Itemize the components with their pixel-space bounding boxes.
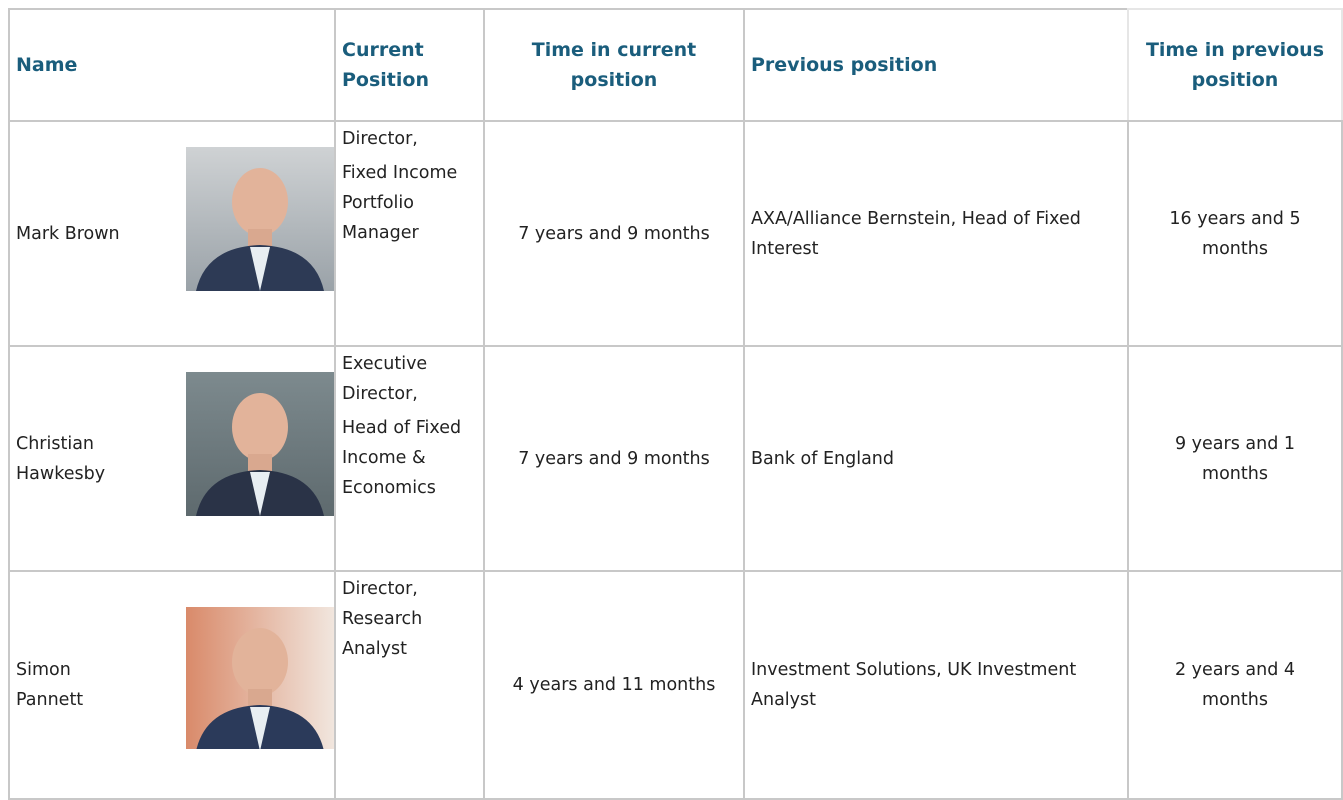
header-cell: Time in current position (483, 8, 745, 122)
header-text: Name (16, 50, 77, 80)
photo (186, 607, 334, 749)
header-text: Time in current position (491, 35, 737, 95)
header-text: Time in previous position (1135, 35, 1335, 95)
name-text: Simon Pannett (16, 655, 136, 715)
time-previous-text: 9 years and 1 months (1160, 429, 1310, 489)
time-current-cell: 4 years and 11 months (483, 570, 745, 800)
name-text: Mark Brown (16, 219, 136, 249)
time-current-text: 4 years and 11 months (513, 670, 716, 700)
portrait (186, 147, 334, 291)
position-text: Executive Director, (342, 349, 477, 409)
time-previous-text: 2 years and 4 months (1160, 655, 1310, 715)
time-previous-cell: 2 years and 4 months (1127, 570, 1343, 800)
position-text: Head of Fixed Income & Economics (342, 413, 477, 503)
header-cell: Name (8, 8, 336, 122)
position-text: Fixed Income Portfolio Manager (342, 158, 477, 248)
time-current-cell: 7 years and 9 months (483, 345, 745, 572)
name-cell: Christian Hawkesby (8, 345, 336, 572)
portrait (186, 607, 334, 749)
previous-text: AXA/Alliance Bernstein, Head of Fixed In… (751, 204, 1111, 264)
header-cell: Current Position (334, 8, 485, 122)
header-text: Previous position (751, 50, 937, 80)
position-cell: Director, Research Analyst (334, 570, 485, 800)
position-text: Director, Research Analyst (342, 574, 477, 664)
photo (186, 372, 334, 516)
name-text: Christian Hawkesby (16, 429, 136, 489)
time-current-cell: 7 years and 9 months (483, 120, 745, 347)
time-previous-cell: 16 years and 5 months (1127, 120, 1343, 347)
previous-text: Investment Solutions, UK Investment Anal… (751, 655, 1111, 715)
previous-cell: Investment Solutions, UK Investment Anal… (743, 570, 1129, 800)
time-previous-cell: 9 years and 1 months (1127, 345, 1343, 572)
header-text: Current Position (342, 35, 477, 95)
page: Name Current Position Time in current po… (0, 0, 1343, 785)
previous-text: Bank of England (751, 444, 1111, 474)
position-cell: Executive Director,Head of Fixed Income … (334, 345, 485, 572)
previous-cell: Bank of England (743, 345, 1129, 572)
portrait (186, 372, 334, 516)
position-text: Director, (342, 124, 418, 154)
time-current-text: 7 years and 9 months (518, 219, 710, 249)
time-current-text: 7 years and 9 months (518, 444, 710, 474)
name-cell: Simon Pannett (8, 570, 336, 800)
position-cell: Director, Fixed Income Portfolio Manager (334, 120, 485, 347)
header-cell: Time in previous position (1127, 8, 1343, 122)
photo (186, 147, 334, 291)
name-cell: Mark Brown (8, 120, 336, 347)
time-previous-text: 16 years and 5 months (1160, 204, 1310, 264)
header-cell: Previous position (743, 8, 1129, 122)
previous-cell: AXA/Alliance Bernstein, Head of Fixed In… (743, 120, 1129, 347)
